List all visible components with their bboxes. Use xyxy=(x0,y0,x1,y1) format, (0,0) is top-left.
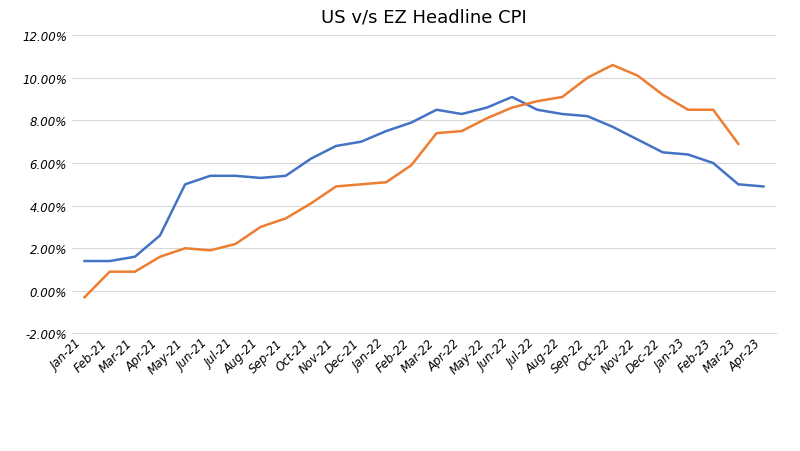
US xyxy=(80,259,90,264)
EZ xyxy=(80,295,90,300)
Line: EZ: EZ xyxy=(85,66,738,298)
US xyxy=(457,112,466,117)
EZ xyxy=(382,180,391,185)
EZ xyxy=(734,142,743,147)
US xyxy=(105,259,114,264)
EZ xyxy=(633,74,642,79)
EZ xyxy=(206,248,215,253)
US xyxy=(331,144,341,149)
EZ xyxy=(432,131,442,137)
EZ xyxy=(406,163,416,169)
US xyxy=(356,140,366,145)
EZ xyxy=(658,93,668,98)
US xyxy=(758,184,768,190)
US xyxy=(608,125,618,130)
EZ xyxy=(558,95,567,101)
EZ xyxy=(356,182,366,188)
EZ xyxy=(130,269,140,275)
US xyxy=(306,156,316,162)
EZ xyxy=(683,108,693,113)
US xyxy=(482,106,492,111)
US xyxy=(281,174,290,179)
EZ xyxy=(155,254,165,260)
US xyxy=(130,254,140,260)
US xyxy=(658,150,668,156)
EZ xyxy=(180,246,190,251)
EZ xyxy=(105,269,114,275)
EZ xyxy=(608,63,618,69)
US xyxy=(432,108,442,113)
US xyxy=(382,129,391,134)
US xyxy=(582,114,592,120)
EZ xyxy=(507,106,517,111)
US xyxy=(507,95,517,101)
EZ xyxy=(306,201,316,207)
EZ xyxy=(482,116,492,122)
US xyxy=(206,174,215,179)
US xyxy=(633,138,642,143)
US xyxy=(180,182,190,188)
US xyxy=(256,176,266,181)
EZ xyxy=(582,76,592,81)
EZ xyxy=(281,216,290,221)
US xyxy=(683,152,693,158)
Title: US v/s EZ Headline CPI: US v/s EZ Headline CPI xyxy=(321,8,527,26)
US xyxy=(155,233,165,239)
EZ xyxy=(331,184,341,190)
US xyxy=(708,161,718,166)
EZ xyxy=(230,242,240,247)
EZ xyxy=(708,108,718,113)
Legend: US, EZ: US, EZ xyxy=(354,445,494,451)
EZ xyxy=(532,99,542,105)
US xyxy=(558,112,567,117)
US xyxy=(532,108,542,113)
US xyxy=(230,174,240,179)
Line: US: US xyxy=(85,98,763,262)
US xyxy=(734,182,743,188)
EZ xyxy=(256,225,266,230)
EZ xyxy=(457,129,466,134)
US xyxy=(406,120,416,126)
